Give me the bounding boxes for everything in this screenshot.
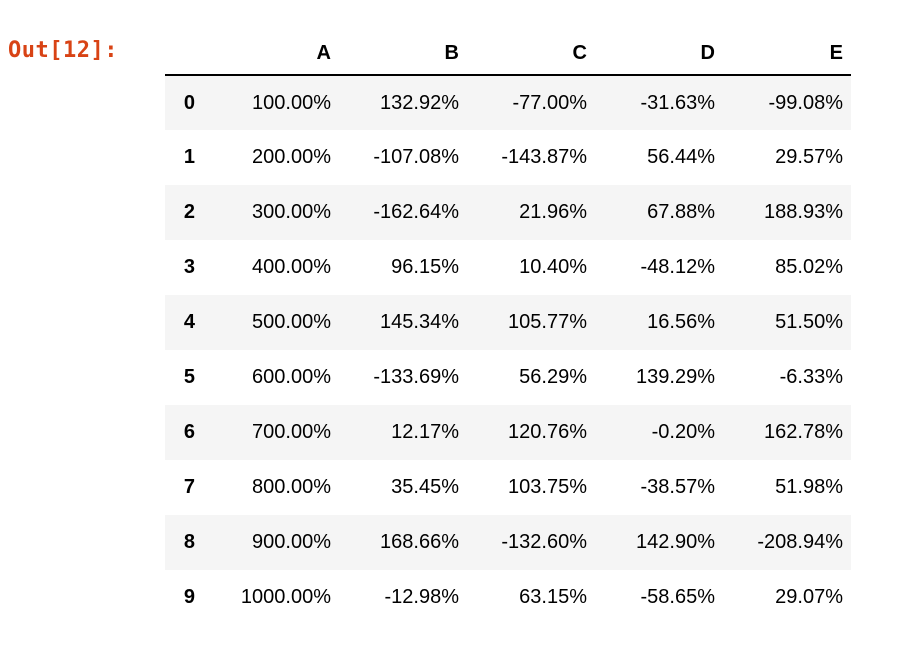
dataframe-body: 0 100.00% 132.92% -77.00% -31.63% -99.08…	[165, 75, 851, 625]
cell-b: -133.69%	[373, 366, 459, 388]
row-index: 3	[183, 256, 195, 278]
cell-a: 500.00%	[252, 311, 331, 333]
cell-d: -58.65%	[640, 586, 716, 608]
cell-b: -162.64%	[373, 201, 459, 223]
cell-a: 900.00%	[252, 531, 331, 553]
cell-d: 67.88%	[647, 201, 715, 223]
row-index: 4	[183, 311, 195, 333]
dataframe-table: A B C D E 0 100.00% 132.92% -77.00% -31.…	[165, 32, 851, 625]
row-index: 2	[183, 201, 195, 223]
cell-a: 300.00%	[252, 201, 331, 223]
row-index: 6	[183, 421, 195, 443]
cell-c: 56.29%	[519, 366, 587, 388]
row-index: 5	[183, 366, 195, 388]
table-row-4: 4 500.00% 145.34% 105.77% 16.56% 51.50%	[165, 295, 851, 350]
cell-d: -38.57%	[640, 476, 716, 498]
cell-a: 100.00%	[252, 91, 331, 114]
cell-e: -6.33%	[779, 366, 843, 388]
cell-e: 162.78%	[764, 421, 843, 443]
cell-c: 21.96%	[519, 201, 587, 223]
cell-d: -48.12%	[640, 256, 716, 278]
column-header-e: E	[723, 32, 851, 76]
column-header-d: D	[595, 32, 723, 76]
cell-a: 700.00%	[252, 421, 331, 443]
cell-d: 56.44%	[647, 146, 715, 168]
cell-a: 600.00%	[252, 366, 331, 388]
cell-c: -77.00%	[512, 91, 588, 114]
cell-b: -12.98%	[384, 586, 460, 608]
cell-d: 142.90%	[636, 531, 715, 553]
row-index: 7	[183, 476, 195, 498]
cell-e: -208.94%	[757, 531, 843, 553]
cell-e: 85.02%	[775, 256, 843, 278]
table-row-9: 9 1000.00% -12.98% 63.15% -58.65% 29.07%	[165, 570, 851, 625]
cell-e: 51.98%	[775, 476, 843, 498]
cell-c: -132.60%	[501, 531, 587, 553]
cell-c: 63.15%	[519, 586, 587, 608]
cell-b: 35.45%	[391, 476, 459, 498]
row-index: 1	[183, 146, 195, 168]
table-row-5: 5 600.00% -133.69% 56.29% 139.29% -6.33%	[165, 350, 851, 405]
row-index: 8	[183, 531, 195, 553]
dataframe-header: A B C D E	[165, 32, 851, 76]
cell-b: 12.17%	[391, 421, 459, 443]
cell-d: 139.29%	[636, 366, 715, 388]
cell-a: 200.00%	[252, 146, 331, 168]
cell-a: 1000.00%	[240, 586, 331, 608]
row-index: 9	[183, 586, 195, 608]
cell-c: 105.77%	[508, 311, 587, 333]
header-row: A B C D E	[165, 32, 851, 76]
cell-c: 103.75%	[508, 476, 587, 498]
column-header-b: B	[339, 32, 467, 76]
index-header-cell	[165, 32, 211, 76]
cell-e: 29.57%	[775, 146, 843, 168]
table-row-0: 0 100.00% 132.92% -77.00% -31.63% -99.08…	[165, 75, 851, 130]
cell-c: 10.40%	[519, 256, 587, 278]
cell-b: 96.15%	[391, 256, 459, 278]
table-row-6: 6 700.00% 12.17% 120.76% -0.20% 162.78%	[165, 405, 851, 460]
cell-b: 145.34%	[380, 311, 459, 333]
cell-a: 400.00%	[252, 256, 331, 278]
row-index: 0	[183, 91, 195, 114]
output-prompt-label: Out[12]:	[8, 38, 118, 63]
cell-e: 51.50%	[775, 311, 843, 333]
cell-d: -31.63%	[640, 91, 716, 114]
column-header-a: A	[211, 32, 339, 76]
table-row-8: 8 900.00% 168.66% -132.60% 142.90% -208.…	[165, 515, 851, 570]
table-row-2: 2 300.00% -162.64% 21.96% 67.88% 188.93%	[165, 185, 851, 240]
jupyter-output-cell: Out[12]: A B C D E	[0, 32, 924, 652]
table-row-1: 1 200.00% -107.08% -143.87% 56.44% 29.57…	[165, 130, 851, 185]
dataframe-output-area: A B C D E 0 100.00% 132.92% -77.00% -31.…	[165, 32, 924, 625]
table-row-7: 7 800.00% 35.45% 103.75% -38.57% 51.98%	[165, 460, 851, 515]
cell-b: 132.92%	[380, 91, 459, 114]
cell-e: 29.07%	[775, 586, 843, 608]
cell-c: 120.76%	[508, 421, 587, 443]
cell-b: -107.08%	[373, 146, 459, 168]
cell-c: -143.87%	[501, 146, 587, 168]
cell-a: 800.00%	[252, 476, 331, 498]
cell-e: 188.93%	[764, 201, 843, 223]
cell-e: -99.08%	[768, 91, 844, 114]
column-header-c: C	[467, 32, 595, 76]
cell-d: 16.56%	[647, 311, 715, 333]
table-row-3: 3 400.00% 96.15% 10.40% -48.12% 85.02%	[165, 240, 851, 295]
cell-b: 168.66%	[380, 531, 459, 553]
cell-d: -0.20%	[651, 421, 715, 443]
